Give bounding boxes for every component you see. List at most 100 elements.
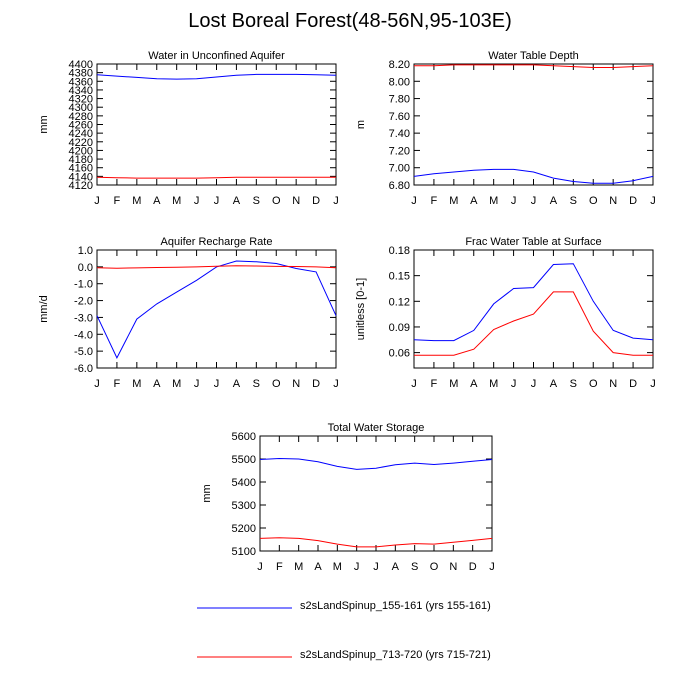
x-tick-label: J xyxy=(511,195,517,207)
x-tick-label: M xyxy=(172,195,181,207)
y-tick-label: 0.0 xyxy=(78,262,93,274)
x-tick-label: J xyxy=(650,195,656,207)
y-tick-label: 5500 xyxy=(232,454,256,466)
y-tick-label: 4220 xyxy=(69,137,93,149)
plot-frame xyxy=(259,435,493,552)
y-axis-label: mm xyxy=(38,115,50,133)
y-tick-label: 4360 xyxy=(69,76,93,88)
y-tick-label: -1.0 xyxy=(74,279,93,291)
y-axis-label: m xyxy=(355,120,367,129)
x-tick-label: D xyxy=(629,195,637,207)
plot-frame xyxy=(413,63,654,186)
x-tick-label: M xyxy=(489,378,498,390)
y-tick-label: 4240 xyxy=(69,128,93,140)
y-tick-label: 7.60 xyxy=(389,111,410,123)
x-tick-label: J xyxy=(94,195,100,207)
x-tick-label: J xyxy=(411,378,417,390)
x-tick-label: D xyxy=(312,378,320,390)
y-tick-label: 5100 xyxy=(232,546,256,558)
legend-label-series1: s2sLandSpinup_155-161 (yrs 155-161) xyxy=(300,600,491,612)
y-axis-label: unitless [0-1] xyxy=(355,278,367,340)
legend-line-series2 xyxy=(197,656,292,658)
x-tick-label: F xyxy=(431,378,438,390)
x-tick-label: J xyxy=(257,561,263,573)
series-line-2 xyxy=(96,176,336,179)
y-tick-label: -3.0 xyxy=(74,312,93,324)
series-line-2 xyxy=(414,291,653,356)
y-tick-label: 7.00 xyxy=(389,163,410,175)
x-tick-label: M xyxy=(333,561,342,573)
x-tick-label: N xyxy=(609,378,617,390)
x-tick-label: M xyxy=(449,378,458,390)
x-tick-label: A xyxy=(470,195,478,207)
legend-line-series1 xyxy=(197,607,292,609)
plot-frame xyxy=(413,249,654,369)
x-tick-label: M xyxy=(449,195,458,207)
y-tick-label: 5400 xyxy=(232,477,256,489)
y-tick-label: 7.40 xyxy=(389,128,410,140)
x-tick-label: F xyxy=(431,195,438,207)
x-tick-label: A xyxy=(314,561,322,573)
x-tick-label: A xyxy=(550,195,558,207)
x-tick-label: J xyxy=(411,195,417,207)
x-tick-label: O xyxy=(272,195,281,207)
x-tick-label: J xyxy=(214,195,220,207)
x-tick-label: M xyxy=(489,195,498,207)
x-tick-label: S xyxy=(570,378,577,390)
x-tick-label: A xyxy=(233,195,241,207)
y-tick-label: 0.06 xyxy=(389,348,410,360)
y-tick-label: 1.0 xyxy=(78,245,93,257)
y-tick-label: 6.80 xyxy=(389,180,410,192)
y-axis-label: mm xyxy=(201,484,213,502)
series-line-1 xyxy=(96,260,337,360)
x-tick-label: A xyxy=(153,195,161,207)
y-tick-label: 4340 xyxy=(69,85,93,97)
x-tick-label: A xyxy=(153,378,161,390)
y-tick-label: -5.0 xyxy=(74,346,93,358)
x-tick-label: S xyxy=(570,195,577,207)
x-tick-label: M xyxy=(132,378,141,390)
x-tick-label: D xyxy=(312,195,320,207)
chart-panel-5: Total Water Storage mm 5100 5200 5300 5400 550… xyxy=(201,422,495,573)
x-tick-label: S xyxy=(411,561,418,573)
y-tick-label: 7.80 xyxy=(389,94,410,106)
y-tick-label: 4160 xyxy=(69,163,93,175)
y-tick-label: 7.20 xyxy=(389,145,410,157)
x-tick-label: J xyxy=(531,195,537,207)
chart-title: Total Water Storage xyxy=(328,422,425,434)
chart-panel-3: Aquifer Recharge Rate mm/d -6.0 -5.0 -4.0 -3.… xyxy=(38,236,339,390)
legend-label-series2: s2sLandSpinup_713-720 (yrs 715-721) xyxy=(300,649,491,661)
y-tick-label: -4.0 xyxy=(74,329,93,341)
y-tick-label: 4400 xyxy=(69,59,93,71)
x-tick-label: F xyxy=(114,195,121,207)
y-tick-label: 4180 xyxy=(69,154,93,166)
chart-panel-4: Frac Water Table at Surface unitless [0-1… xyxy=(355,236,656,390)
x-tick-label: F xyxy=(114,378,121,390)
y-axis-label: mm/d xyxy=(38,295,50,323)
y-tick-label: 0.12 xyxy=(389,296,410,308)
series-line-1 xyxy=(413,168,654,184)
x-tick-label: O xyxy=(589,378,598,390)
x-tick-label: D xyxy=(629,378,637,390)
y-tick-label: 4260 xyxy=(69,120,93,132)
x-tick-label: J xyxy=(511,378,517,390)
x-tick-label: J xyxy=(214,378,220,390)
y-tick-label: 4140 xyxy=(69,171,93,183)
series-line-1 xyxy=(96,73,337,80)
chart-title: Water in Unconfined Aquifer xyxy=(148,50,285,62)
series-line-2 xyxy=(96,265,337,269)
x-tick-label: O xyxy=(589,195,598,207)
x-tick-label: J xyxy=(333,378,339,390)
series-line-1 xyxy=(413,263,654,342)
x-tick-label: O xyxy=(430,561,439,573)
y-tick-label: -2.0 xyxy=(74,296,93,308)
x-tick-label: J xyxy=(354,561,360,573)
chart-title: Aquifer Recharge Rate xyxy=(161,236,273,248)
y-tick-label: 4300 xyxy=(69,102,93,114)
x-tick-label: A xyxy=(233,378,241,390)
x-tick-label: A xyxy=(392,561,400,573)
y-tick-label: 8.00 xyxy=(389,76,410,88)
y-tick-label: 4200 xyxy=(69,145,93,157)
x-tick-label: J xyxy=(194,195,200,207)
